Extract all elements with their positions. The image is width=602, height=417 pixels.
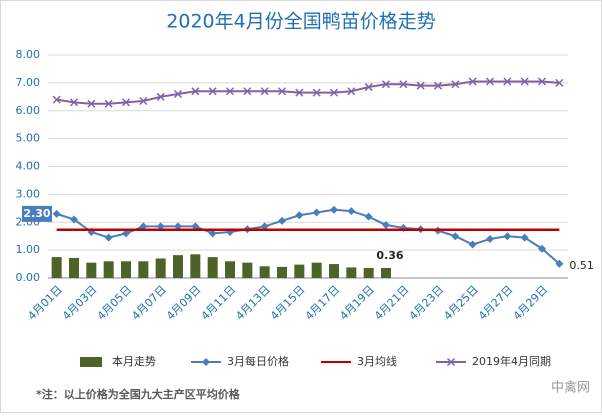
- chart-title: 2020年4月份全国鸭苗价格走势: [166, 11, 435, 33]
- bar: [225, 261, 235, 278]
- bar: [329, 264, 339, 278]
- bar: [155, 258, 166, 278]
- point: [208, 229, 217, 238]
- point: [104, 99, 113, 108]
- bar: [346, 267, 357, 278]
- point: [503, 232, 512, 241]
- point: [69, 98, 79, 107]
- bar: [277, 266, 287, 278]
- point: [381, 80, 391, 89]
- legend-marker: [202, 358, 210, 366]
- legend-label: 本月走势: [112, 354, 156, 368]
- y-tick-label: 1.00: [16, 243, 41, 256]
- point: [52, 95, 61, 104]
- line: [56, 80, 560, 105]
- point: [295, 211, 304, 220]
- point: [156, 92, 165, 101]
- point: [503, 77, 512, 86]
- bar: [294, 264, 305, 278]
- bar: [121, 261, 131, 278]
- y-tick-label: 4.00: [16, 160, 41, 173]
- point: [122, 229, 130, 238]
- bar: [173, 255, 183, 278]
- point: [364, 212, 373, 221]
- data-label: 0.51: [569, 259, 594, 272]
- bar: [190, 254, 201, 278]
- point: [260, 222, 269, 231]
- point: [329, 88, 339, 97]
- y-tick-label: 0.00: [16, 271, 41, 284]
- point: [52, 209, 61, 218]
- point: [243, 87, 252, 96]
- point: [330, 205, 338, 214]
- bar: [311, 262, 322, 278]
- point: [277, 87, 287, 96]
- point: [139, 222, 148, 231]
- point: [191, 87, 200, 96]
- legend-label: 2019年4月同期: [472, 354, 551, 368]
- y-tick-label: 5.00: [16, 132, 41, 145]
- point: [312, 208, 321, 217]
- data-label: 2.30: [23, 207, 50, 220]
- point: [208, 87, 217, 96]
- point: [156, 222, 165, 231]
- point: [347, 87, 356, 96]
- point: [382, 221, 390, 230]
- point: [451, 80, 460, 89]
- point: [364, 83, 373, 92]
- y-tick-label: 7.00: [16, 76, 41, 89]
- footnote: *注：以上价格为全国九大主产区平均价格: [36, 387, 241, 401]
- point: [416, 81, 425, 90]
- point: [451, 232, 460, 241]
- point: [347, 207, 356, 216]
- point: [486, 234, 494, 243]
- point: [485, 77, 495, 86]
- point: [174, 222, 182, 231]
- legend-swatch: [80, 357, 102, 367]
- point: [278, 216, 286, 225]
- bar: [381, 267, 391, 278]
- legend-label: 3月均线: [357, 354, 397, 368]
- watermark: 中禽网: [551, 380, 590, 396]
- point: [399, 80, 408, 89]
- point: [104, 233, 113, 242]
- bar: [363, 267, 374, 278]
- point: [433, 81, 443, 90]
- y-tick-label: 6.00: [16, 104, 41, 117]
- legend-marker: [446, 357, 456, 367]
- bar: [259, 266, 270, 278]
- point: [225, 87, 235, 96]
- bar: [86, 262, 97, 278]
- point: [538, 244, 546, 253]
- point: [520, 233, 529, 242]
- y-tick-label: 3.00: [16, 187, 41, 200]
- bar: [69, 257, 79, 278]
- point: [260, 87, 269, 96]
- bar: [242, 262, 253, 278]
- point: [139, 96, 148, 106]
- point: [312, 88, 321, 97]
- point: [520, 77, 529, 86]
- point: [537, 77, 547, 86]
- legend-label: 3月每日价格: [227, 354, 289, 368]
- point: [555, 78, 564, 87]
- point: [295, 88, 304, 97]
- point: [191, 222, 200, 231]
- point: [468, 240, 477, 249]
- point: [87, 99, 96, 108]
- point: [468, 77, 477, 86]
- y-tick-label: 8.00: [16, 48, 41, 61]
- data-label-box: [22, 205, 52, 222]
- point: [121, 98, 131, 107]
- point: [70, 215, 78, 224]
- data-label: 0.36: [376, 249, 403, 262]
- bar: [103, 261, 114, 278]
- bar: [138, 261, 149, 278]
- bar: [207, 257, 218, 278]
- bar: [51, 257, 62, 278]
- point: [555, 259, 564, 268]
- point: [173, 89, 183, 99]
